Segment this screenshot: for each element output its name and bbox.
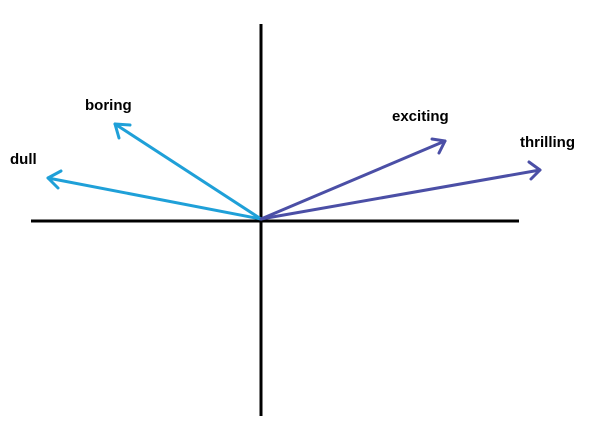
- vector-dull: dull: [10, 151, 263, 221]
- vector-exciting-arrowhead: [430, 137, 447, 155]
- vector-dull-shaft: [46, 176, 263, 221]
- vector-thrilling-label: thrilling: [520, 134, 575, 151]
- vector-thrilling-arrowhead: [527, 160, 542, 181]
- vector-exciting-shaft: [259, 139, 447, 221]
- vector-dull-label: dull: [10, 151, 37, 168]
- vector-thrilling: thrilling: [259, 134, 575, 221]
- vector-exciting: exciting: [259, 108, 449, 221]
- vector-dull-arrowhead: [46, 169, 63, 190]
- vector-boring: boring: [85, 97, 263, 221]
- vector-boring-arrowhead: [113, 122, 132, 140]
- vector-boring-shaft: [113, 122, 263, 221]
- vector-thrilling-shaft: [259, 168, 542, 221]
- vector-exciting-label: exciting: [392, 108, 449, 125]
- vector-boring-label: boring: [85, 97, 132, 114]
